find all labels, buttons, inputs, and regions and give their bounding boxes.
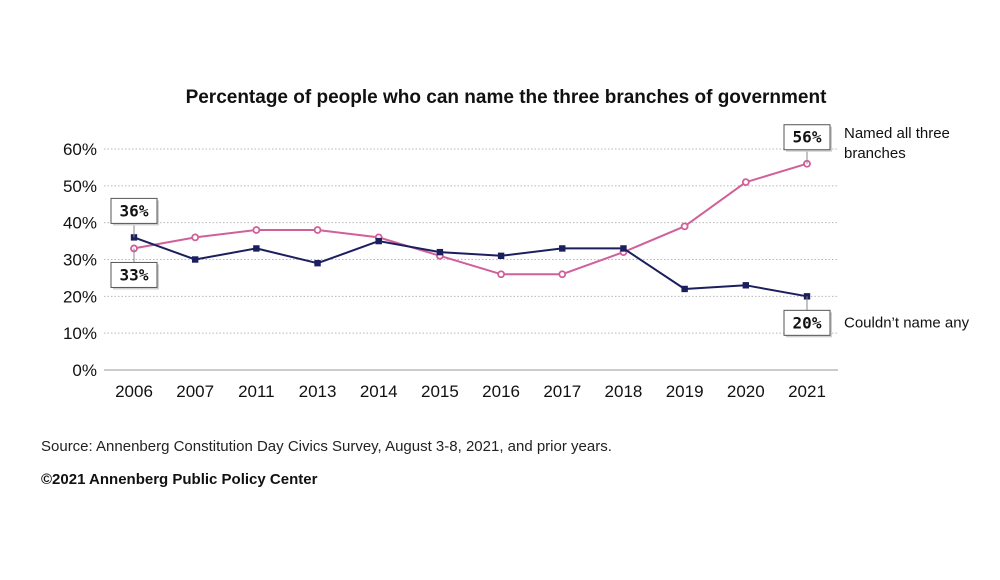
y-tick-label: 30% xyxy=(63,251,97,270)
x-tick-label: 2016 xyxy=(482,382,520,401)
y-tick-label: 0% xyxy=(72,361,97,380)
x-tick-label: 2015 xyxy=(421,382,459,401)
series-line xyxy=(133,162,808,276)
chart-title: Percentage of people who can name the th… xyxy=(186,87,828,108)
callout-label: 36% xyxy=(120,201,149,220)
series-line xyxy=(133,236,808,298)
callout-label: 33% xyxy=(120,265,149,284)
callout-box xyxy=(110,197,158,224)
data-point xyxy=(191,256,199,263)
callout-label: 56% xyxy=(793,128,822,147)
data-point xyxy=(803,293,811,300)
x-tick-label: 2013 xyxy=(299,382,337,401)
x-tick-label: 2018 xyxy=(605,382,643,401)
y-tick-label: 20% xyxy=(63,287,97,306)
data-point xyxy=(314,259,321,267)
y-tick-label: 50% xyxy=(63,177,97,196)
y-tick-label: 40% xyxy=(63,214,97,233)
callout: 33% xyxy=(110,248,159,290)
callout-label: 20% xyxy=(793,313,822,332)
x-axis-ticks: 2006 2007 2011 2013 2014 2015 2016 2017 2018 2019… xyxy=(115,382,826,401)
x-tick-label: 2017 xyxy=(543,382,581,401)
series-labels: Named all three branches Couldn’t name any xyxy=(844,125,970,331)
data-point xyxy=(620,245,627,252)
series-label: branches xyxy=(844,145,906,162)
x-tick-label: 2007 xyxy=(176,382,214,401)
callout: 56% xyxy=(783,124,832,164)
x-tick-label: 2006 xyxy=(115,382,153,401)
series-label: Couldn’t name any xyxy=(844,314,970,331)
x-tick-label: 2011 xyxy=(238,382,275,401)
copyright-note: ©2021 Annenberg Public Policy Center xyxy=(41,471,318,488)
data-point xyxy=(742,282,750,289)
callout-box xyxy=(783,309,831,336)
y-tick-label: 60% xyxy=(63,140,97,159)
data-point xyxy=(680,222,689,231)
gridlines xyxy=(104,148,838,371)
series-label: Named all three xyxy=(844,125,950,142)
data-point xyxy=(436,248,444,256)
data-point xyxy=(741,178,750,187)
callouts: 36% 33% 56% 20% xyxy=(110,124,832,338)
source-note: Source: Annenberg Constitution Day Civic… xyxy=(41,438,612,455)
x-tick-label: 2020 xyxy=(727,382,765,401)
callout: 20% xyxy=(783,296,832,338)
data-point xyxy=(559,245,566,252)
x-tick-label: 2021 xyxy=(788,382,826,401)
data-point xyxy=(375,237,382,245)
data-point xyxy=(681,285,688,293)
callout-box xyxy=(110,261,158,288)
data-point xyxy=(497,252,505,260)
data-point xyxy=(191,233,200,242)
data-point xyxy=(313,226,322,234)
data-point xyxy=(253,245,260,252)
data-point xyxy=(558,270,567,279)
data-point xyxy=(497,270,505,279)
x-tick-label: 2019 xyxy=(666,382,704,401)
y-axis-ticks: 0% 10% 20% 30% 40% 50% 60% xyxy=(63,140,97,380)
x-tick-label: 2014 xyxy=(360,382,398,401)
series-group xyxy=(130,159,811,300)
callout: 36% xyxy=(110,197,159,238)
y-tick-label: 10% xyxy=(63,324,97,343)
data-point xyxy=(252,226,261,234)
callout-box xyxy=(783,124,831,151)
